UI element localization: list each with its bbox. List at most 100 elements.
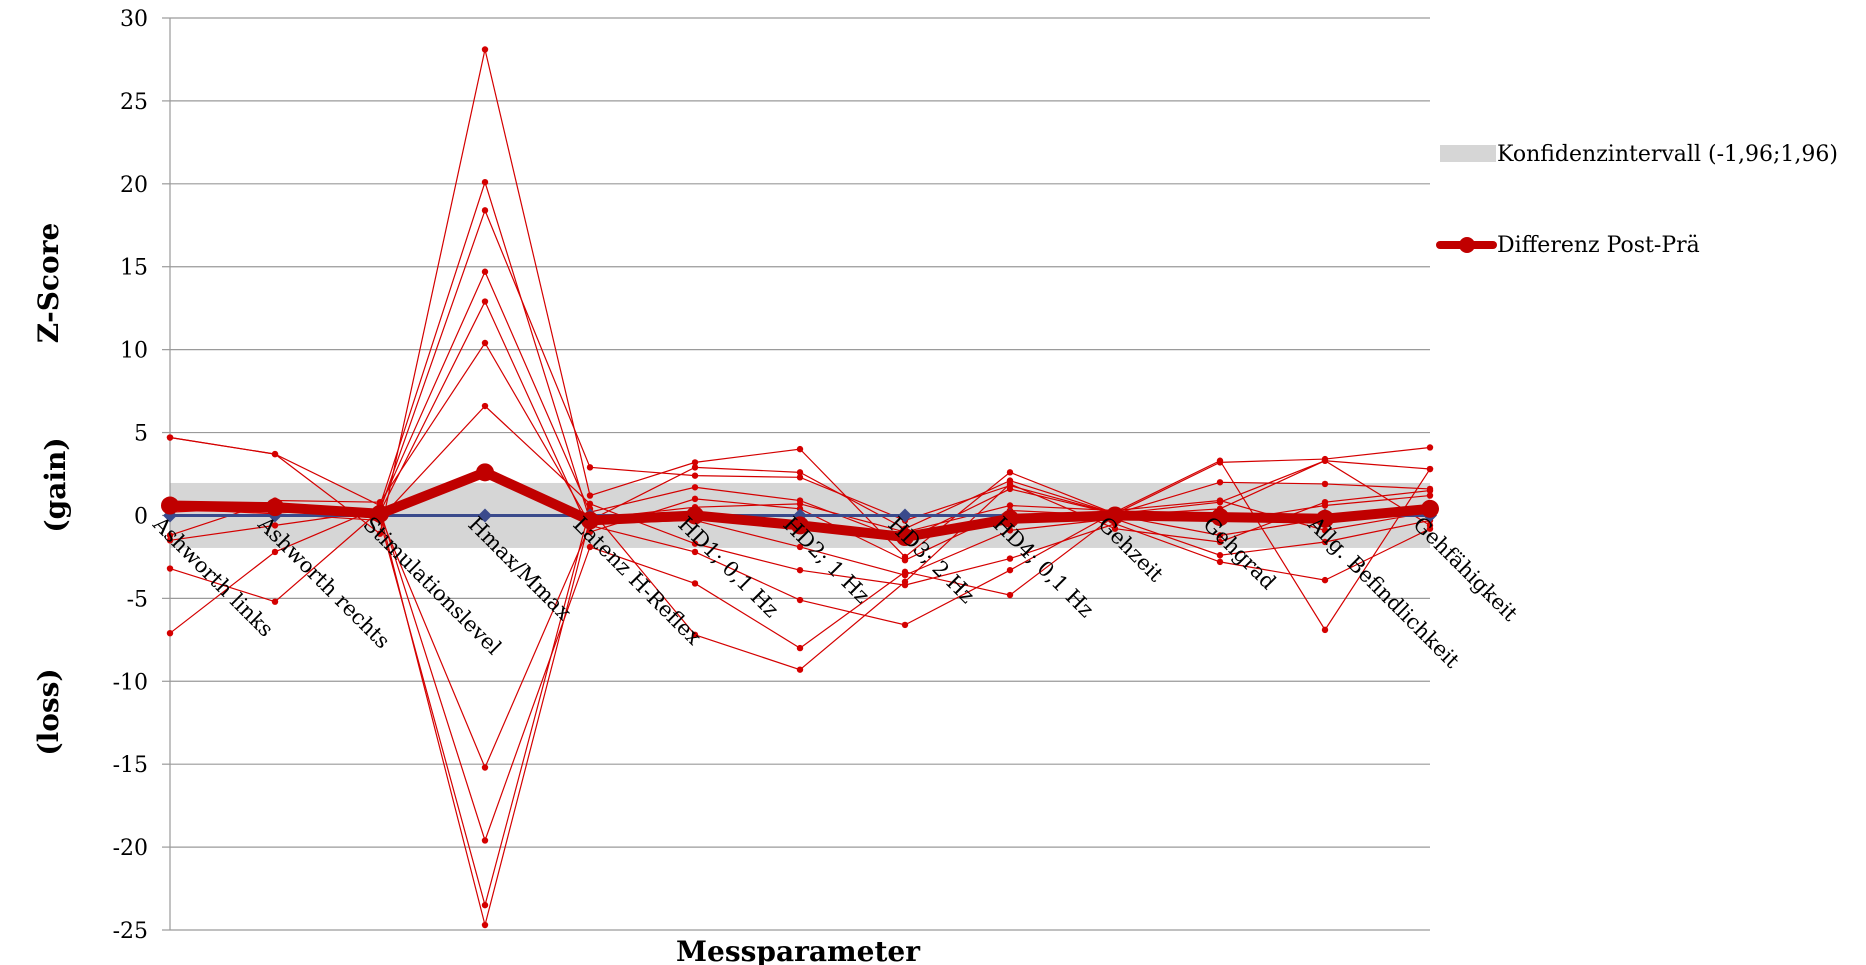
individual-point [901, 621, 909, 629]
individual-point [691, 459, 699, 466]
individual-point [166, 629, 174, 637]
mean-point [371, 504, 389, 523]
individual-point [1426, 487, 1434, 494]
individual-point [691, 484, 699, 491]
individual-point [271, 522, 279, 529]
legend: Konfidenzintervall (-1,96;1,96) Differen… [1436, 142, 1838, 258]
individual-point [376, 498, 384, 506]
individual-point [691, 495, 699, 503]
y-tick-label: 5 [134, 422, 148, 447]
individual-point [1006, 480, 1014, 488]
individual-point [796, 445, 804, 453]
individual-point [166, 532, 174, 539]
individual-point [1216, 532, 1224, 539]
y-tick-label: 20 [120, 173, 148, 198]
mean-point [686, 506, 704, 525]
individual-point [1006, 527, 1014, 534]
individual-point [481, 298, 489, 305]
mean-point [266, 498, 284, 517]
individual-point [481, 46, 489, 53]
individual-point [481, 921, 489, 929]
individual-point [796, 644, 804, 652]
individual-point [1321, 538, 1329, 546]
individual-point [1216, 538, 1224, 546]
individual-series-line [169, 49, 1431, 558]
mean-point [1211, 508, 1229, 527]
individual-point [271, 598, 279, 605]
individual-point [796, 566, 804, 574]
mean-point [1316, 509, 1334, 528]
individual-point [1426, 522, 1434, 529]
mean-point [791, 516, 809, 535]
mean-point [1001, 509, 1019, 528]
y-tick-label: -25 [113, 919, 148, 944]
y-axis-gain-label: (gain) [39, 437, 72, 532]
y-tick-label: 25 [120, 90, 148, 115]
y-tick-label: -15 [113, 753, 148, 778]
individual-point [481, 178, 489, 186]
individual-point [1216, 457, 1224, 464]
legend-mean-swatch-marker [1459, 237, 1475, 253]
mean-point [161, 496, 179, 515]
individual-point [481, 268, 489, 275]
baseline-marker [478, 508, 492, 523]
y-tick-label: 30 [120, 7, 148, 32]
y-tick-label: -10 [113, 670, 148, 695]
individual-point [1426, 465, 1434, 473]
individual-point [691, 631, 699, 639]
mean-point [1421, 499, 1439, 518]
y-axis-loss-label: (loss) [32, 668, 65, 755]
y-tick-label: -5 [127, 587, 148, 612]
individual-point [481, 901, 489, 909]
individual-point [796, 500, 804, 508]
individual-point [1426, 444, 1434, 451]
individual-point [1321, 527, 1329, 534]
individual-point [586, 492, 594, 499]
individual-point [796, 469, 804, 476]
individual-point [586, 543, 594, 551]
individual-point [1321, 498, 1329, 506]
individual-point [796, 543, 804, 551]
individual-point [1216, 558, 1224, 566]
individual-point [376, 530, 384, 537]
individual-series-line [169, 270, 1431, 634]
individual-point [166, 434, 174, 441]
individual-point [271, 548, 279, 556]
individual-point [901, 568, 909, 576]
y-tick-label: 10 [120, 339, 148, 364]
mean-series-layer [161, 463, 1439, 547]
baseline-marker [898, 508, 912, 523]
mean-point [476, 463, 494, 482]
individual-point [691, 580, 699, 587]
mean-point [581, 511, 599, 530]
individual-point [1321, 480, 1329, 488]
mean-point [1106, 506, 1124, 525]
mean-point [896, 528, 914, 547]
individual-point [481, 339, 489, 347]
legend-ci-label: Konfidenzintervall (-1,96;1,96) [1497, 142, 1838, 167]
individual-point [1321, 457, 1329, 464]
individual-point [481, 764, 489, 771]
individual-point [1006, 591, 1014, 599]
individual-point [481, 207, 489, 214]
individual-point [1006, 469, 1014, 476]
individual-point [1216, 552, 1224, 559]
gridlines [162, 17, 1430, 931]
legend-mean-label: Differenz Post-Prä [1497, 233, 1700, 258]
individual-point [1006, 555, 1014, 562]
individual-point [901, 578, 909, 585]
individual-point [586, 500, 594, 508]
individual-point [1006, 566, 1014, 574]
individual-point [796, 596, 804, 604]
individual-point [166, 565, 174, 572]
individual-point [1321, 576, 1329, 584]
individual-point [1111, 525, 1119, 532]
individual-point [691, 540, 699, 547]
y-tick-label: -20 [113, 836, 148, 861]
individual-point [1006, 485, 1014, 493]
individual-point [796, 474, 804, 481]
individual-point [271, 450, 279, 458]
individual-point [481, 402, 489, 410]
individual-point [1216, 479, 1224, 486]
